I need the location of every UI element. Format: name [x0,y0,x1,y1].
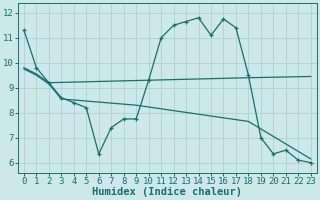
X-axis label: Humidex (Indice chaleur): Humidex (Indice chaleur) [92,187,242,197]
